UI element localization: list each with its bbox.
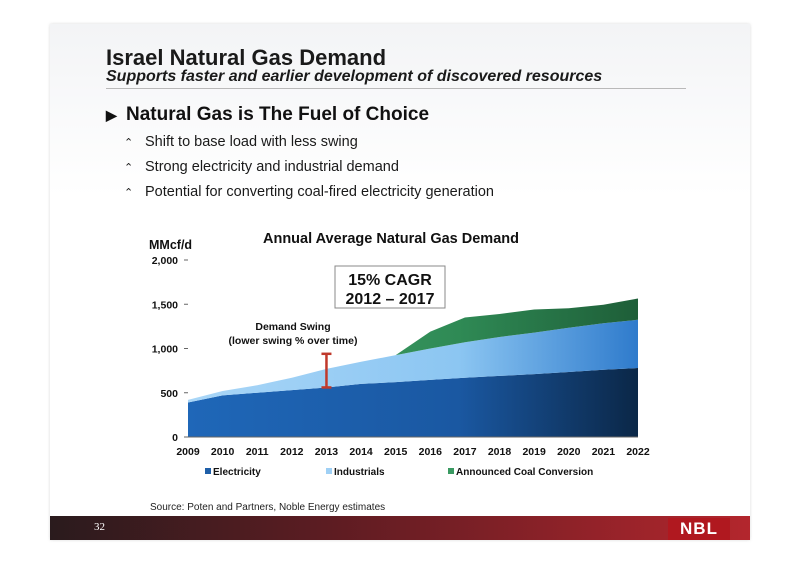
main-bullet-text: Natural Gas is The Fuel of Choice [126, 104, 430, 125]
slide-subtitle: Supports faster and earlier development … [106, 68, 603, 85]
x-tick-label: 2012 [280, 446, 304, 458]
sub-bullet-2: ⌃ Strong electricity and industrial deman… [124, 159, 399, 175]
source-note: Source: Poten and Partners, Noble Energy… [150, 502, 386, 513]
y-tick-label: 1,000 [152, 344, 178, 356]
x-tick-label: 2019 [522, 446, 546, 458]
page-number: 32 [94, 521, 105, 533]
main-bullet: ▶ Natural Gas is The Fuel of Choice [106, 104, 429, 126]
x-tick-label: 2018 [488, 446, 512, 458]
demand-chart: 0 500 1,000 1,500 2,000 2009 2010 2011 2012 2013 2… [149, 231, 650, 478]
y-tick-label: 500 [160, 388, 178, 400]
caret-bullet-icon: ⌃ [124, 162, 134, 174]
x-tick-label: 2015 [384, 446, 408, 458]
cagr-period-label: 2012 – 2017 [346, 291, 435, 308]
chart-title: Annual Average Natural Gas Demand [263, 231, 519, 247]
caret-bullet-icon: ⌃ [124, 137, 134, 149]
legend-label: Announced Coal Conversion [456, 467, 593, 478]
demand-swing-sublabel: (lower swing % over time) [229, 335, 358, 347]
series-area-announced-coal-conversion [188, 298, 638, 400]
cagr-box [334, 265, 446, 309]
title-divider [106, 88, 686, 89]
legend-label: Electricity [213, 467, 261, 478]
x-tick-label: 2020 [557, 446, 581, 458]
x-tick-label: 2011 [246, 446, 269, 458]
sub-bullet-text: Strong electricity and industrial demand [145, 159, 399, 175]
x-tick-label: 2021 [592, 446, 616, 458]
x-tick-label: 2009 [176, 446, 200, 458]
demand-swing-label: Demand Swing [255, 321, 330, 333]
slide: Israel Natural Gas Demand Supports faste… [50, 24, 750, 540]
x-tick-label: 2014 [349, 446, 373, 458]
nbl-logo: NBL [668, 518, 730, 540]
x-tick-label: 2013 [315, 446, 339, 458]
caret-bullet-icon: ⌃ [124, 187, 134, 199]
x-tick-label: 2016 [419, 446, 443, 458]
x-tick-label: 2017 [453, 446, 477, 458]
legend-label: Industrials [334, 467, 385, 478]
sub-bullet-3: ⌃ Potential for converting coal-fired ele… [124, 184, 494, 200]
y-tick-label: 2,000 [152, 255, 178, 267]
y-tick-label: 0 [172, 432, 178, 444]
sub-bullet-1: ⌃ Shift to base load with less swing [124, 134, 358, 150]
slide-title: Israel Natural Gas Demand [106, 45, 387, 70]
y-tick-label: 1,500 [152, 299, 178, 311]
legend-swatch [205, 468, 211, 474]
footer-bar: 32 NBL [50, 516, 750, 540]
series-area-industrials [188, 319, 638, 403]
x-tick-label: 2022 [626, 446, 650, 458]
series-area-electricity [188, 367, 638, 437]
cagr-label: 15% CAGR [348, 272, 432, 289]
sub-bullet-text: Potential for converting coal-fired elec… [145, 184, 494, 200]
x-tick-label: 2010 [211, 446, 235, 458]
y-axis-label: MMcf/d [149, 238, 192, 252]
sub-bullet-text: Shift to base load with less swing [145, 134, 358, 150]
legend-swatch [326, 468, 332, 474]
triangle-bullet-icon: ▶ [106, 107, 117, 123]
legend-swatch [448, 468, 454, 474]
